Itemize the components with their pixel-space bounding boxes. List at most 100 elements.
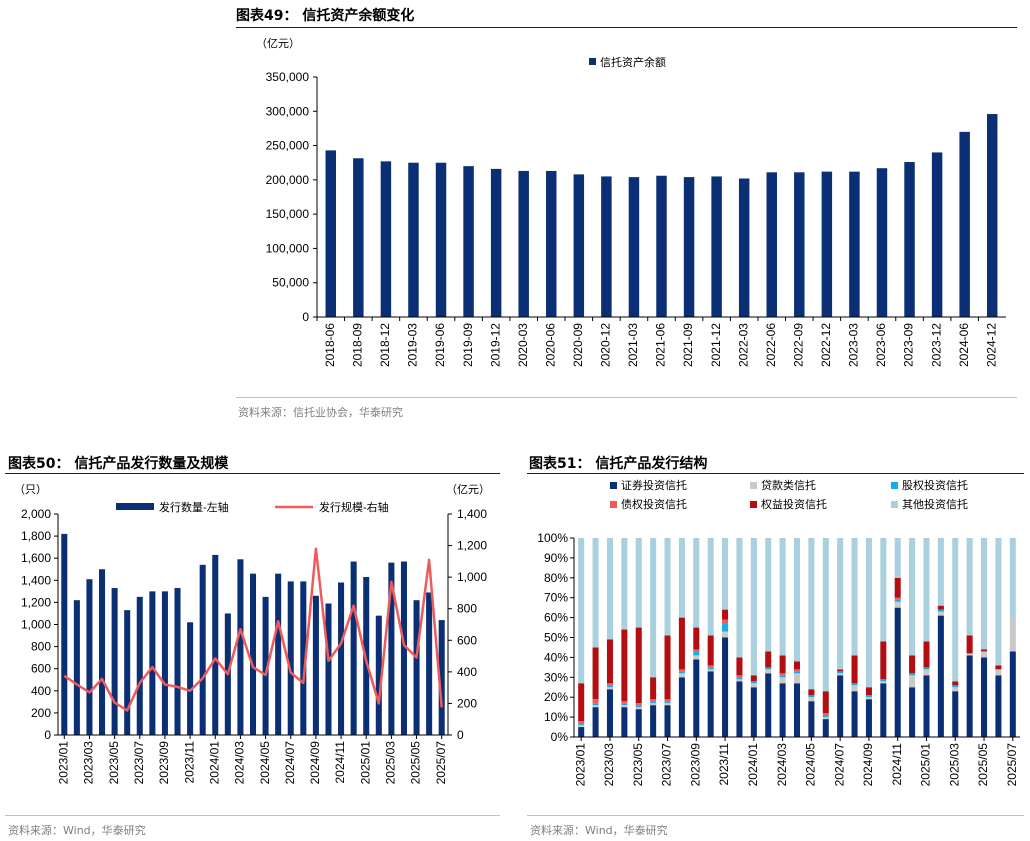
legend-swatch-5 xyxy=(891,501,898,508)
bar-segment-2024/01-其他投资信托 xyxy=(750,538,757,676)
right-y-tick-label: 1,200 xyxy=(457,539,487,553)
bar-segment-2024/02-贷款类信托 xyxy=(765,669,772,674)
x-tick-label: 2023/05 xyxy=(107,741,121,785)
bar-2020-12 xyxy=(601,176,612,317)
right-y-tick-label: 400 xyxy=(457,665,477,679)
bar-segment-2023/10-证券投资信托 xyxy=(707,671,714,737)
bar-segment-2025/01-证券投资信托 xyxy=(923,675,930,737)
y-tick-label: 90% xyxy=(544,551,568,565)
legend-swatch-0 xyxy=(610,482,617,489)
bar-2023/01 xyxy=(61,533,68,735)
left-y-tick-label: 400 xyxy=(31,684,51,698)
fig51-title: 图表51： 信托产品发行结构 xyxy=(529,456,708,472)
bar-segment-2024/06-权益投资信托 xyxy=(822,691,829,714)
bar-segment-2023/08-股权投资信托 xyxy=(678,671,685,674)
fig51-source: 资料来源：Wind，华泰研究 xyxy=(530,824,668,837)
bar-segment-2025/02-权益投资信托 xyxy=(937,605,944,610)
left-y-tick-label: 1,000 xyxy=(21,618,51,632)
bar-segment-2025/02-证券投资信托 xyxy=(937,615,944,737)
x-tick-label: 2024/03 xyxy=(233,741,247,785)
x-tick-label: 2024/05 xyxy=(804,743,818,787)
bar-segment-2025/07-贷款类信托 xyxy=(1009,617,1016,652)
bar-segment-2025/03-证券投资信托 xyxy=(952,691,959,737)
bar-segment-2024/07-权益投资信托 xyxy=(837,669,844,672)
x-tick-label: 2021-12 xyxy=(709,323,723,367)
bar-2023/05 xyxy=(111,588,118,735)
y-tick-label: 10% xyxy=(544,710,568,724)
bar-segment-2023/11-其他投资信托 xyxy=(722,538,729,610)
bar-segment-2025/02-股权投资信托 xyxy=(937,609,944,612)
bar-segment-2024/10-其他投资信托 xyxy=(880,538,887,642)
bar-2024/11 xyxy=(338,582,345,735)
bar-segment-2023/11-贷款类信托 xyxy=(722,631,729,638)
bar-segment-2023/02-证券投资信托 xyxy=(592,707,599,737)
y-tick-label: 0% xyxy=(551,730,569,744)
bar-segment-2025/06-权益投资信托 xyxy=(995,665,1002,670)
x-tick-label: 2023/03 xyxy=(602,743,616,787)
bar-segment-2024/01-股权投资信托 xyxy=(750,681,757,684)
bar-segment-2023/05-股权投资信托 xyxy=(635,705,642,708)
bar-segment-2024/05-股权投资信托 xyxy=(808,695,815,698)
bar-segment-2025/06-其他投资信托 xyxy=(995,538,1002,666)
bar-segment-2023/01-其他投资信托 xyxy=(578,538,585,684)
bar-segment-2024/09-权益投资信托 xyxy=(865,687,872,696)
x-tick-label: 2024/07 xyxy=(283,741,297,785)
legend-swatch xyxy=(589,58,596,65)
legend-label: 信托资产余额 xyxy=(600,55,666,69)
legend-label-3: 债权投资信托 xyxy=(621,497,687,511)
bar-segment-2024/08-权益投资信托 xyxy=(851,655,858,684)
x-tick-label: 2023/01 xyxy=(56,741,70,785)
x-tick-label: 2024/11 xyxy=(333,741,347,784)
bar-segment-2025/06-证券投资信托 xyxy=(995,675,1002,737)
bar-segment-2023/04-证券投资信托 xyxy=(621,707,628,737)
x-tick-label: 2021-03 xyxy=(626,323,640,367)
left-y-tick-label: 200 xyxy=(31,706,51,720)
bar-2019-06 xyxy=(435,162,447,317)
bar-2022-12 xyxy=(821,171,833,317)
bar-segment-2023/05-证券投资信托 xyxy=(635,709,642,737)
x-tick-label: 2023/09 xyxy=(157,741,171,785)
bar-segment-2023/10-贷款类信托 xyxy=(707,669,714,672)
legend-label-4: 权益投资信托 xyxy=(761,497,827,511)
legend-label-1: 贷款类信托 xyxy=(761,478,816,492)
bar-segment-2023/02-其他投资信托 xyxy=(592,538,599,648)
x-tick-label: 2023/11 xyxy=(182,741,196,784)
x-tick-label: 2020-12 xyxy=(599,323,613,367)
bar-segment-2023/11-权益投资信托 xyxy=(722,609,729,620)
bar-segment-2024/05-证券投资信托 xyxy=(808,701,815,737)
bar-segment-2024/09-其他投资信托 xyxy=(865,538,872,688)
x-tick-label: 2024/09 xyxy=(861,743,875,787)
bar-2019-09 xyxy=(463,166,474,317)
x-tick-label: 2018-12 xyxy=(378,323,392,367)
x-tick-label: 2023-03 xyxy=(847,323,861,367)
left-axis-unit: （只） xyxy=(14,483,47,496)
bar-segment-2023/01-股权投资信托 xyxy=(578,723,585,726)
bar-2024/07 xyxy=(287,581,294,735)
bar-2020-09 xyxy=(573,174,585,317)
bar-segment-2024/06-其他投资信托 xyxy=(822,538,829,692)
y-tick-label: 100% xyxy=(537,531,568,545)
y-axis-unit: （亿元） xyxy=(256,37,300,50)
fig49-title-rule xyxy=(236,27,1017,28)
bar-segment-2025/03-股权投资信托 xyxy=(952,685,959,688)
x-tick-label: 2023/09 xyxy=(688,743,702,787)
bar-2024-06 xyxy=(959,131,970,317)
bar-segment-2025/05-贷款类信托 xyxy=(981,651,988,658)
bar-segment-2024/04-债权投资信托 xyxy=(793,669,801,672)
y-tick-label: 70% xyxy=(544,591,568,605)
bar-segment-2024/11-其他投资信托 xyxy=(894,538,901,578)
bar-segment-2024/02-证券投资信托 xyxy=(765,673,772,737)
y-tick-label: 50,000 xyxy=(272,276,309,290)
bar-segment-2024/03-股权投资信托 xyxy=(779,675,786,678)
bar-2021-09 xyxy=(683,177,695,317)
bar-2020-03 xyxy=(518,170,529,317)
bar-2023/03 xyxy=(86,579,93,735)
bar-segment-2024/01-证券投资信托 xyxy=(750,687,757,737)
bar-segment-2023/02-股权投资信托 xyxy=(592,703,599,706)
legend-swatch-1 xyxy=(750,482,757,489)
left-y-tick-label: 1,400 xyxy=(21,573,51,587)
bar-segment-2024/07-股权投资信托 xyxy=(837,671,844,674)
bar-segment-2023/09-权益投资信托 xyxy=(693,627,700,650)
bar-2021-12 xyxy=(711,176,722,317)
